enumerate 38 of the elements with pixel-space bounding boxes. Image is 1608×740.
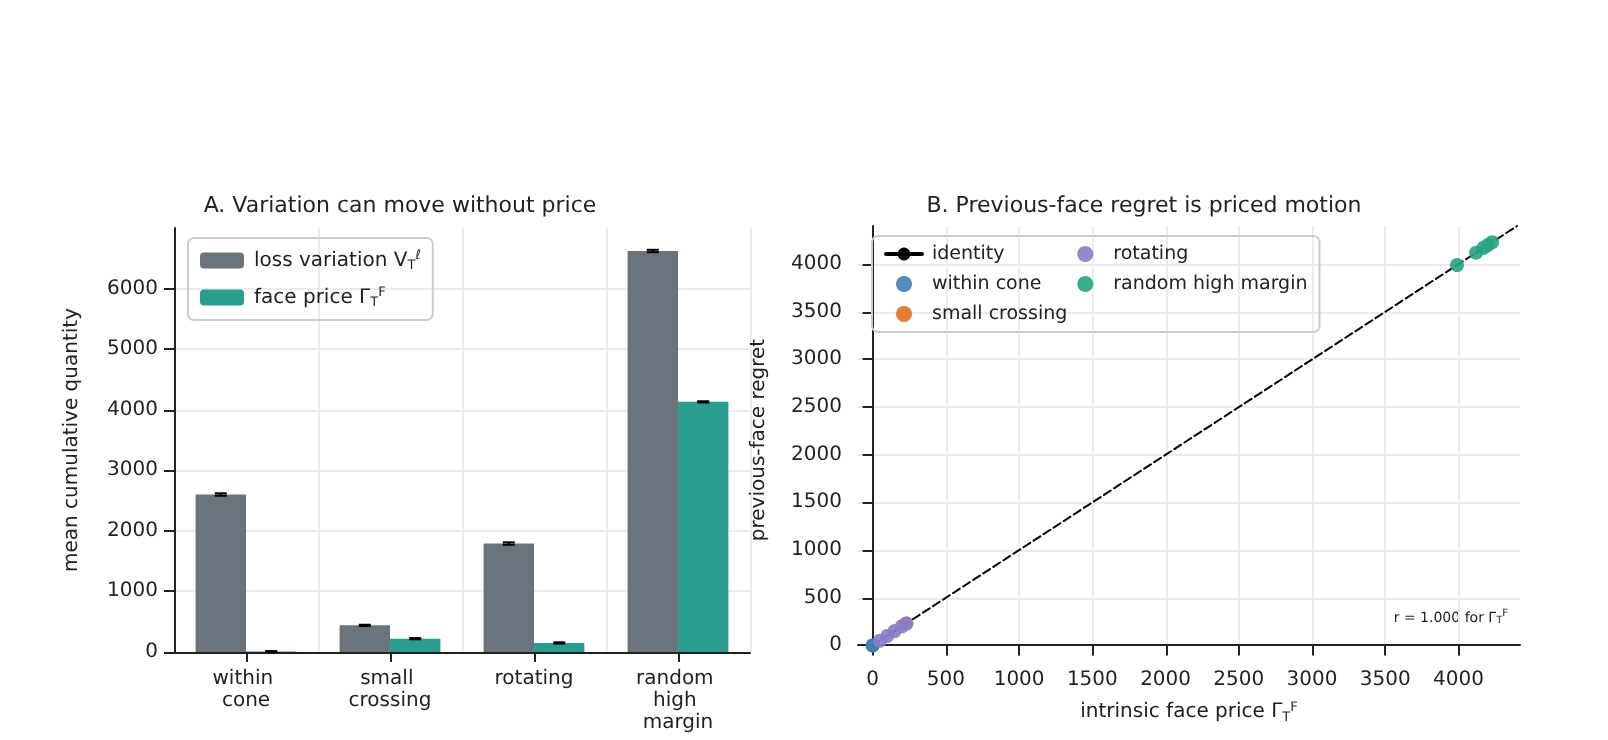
y-axis-title: previous-face regret bbox=[748, 338, 771, 542]
x-tick-label: small crossing bbox=[348, 668, 432, 712]
y-tick-label: 1000 bbox=[107, 580, 158, 603]
y-tick-label: 1500 bbox=[791, 491, 842, 514]
y-tick-label: 2000 bbox=[107, 519, 158, 542]
y-axis-title: mean cumulative quantity bbox=[61, 307, 83, 572]
y-tick-label: 4000 bbox=[791, 253, 842, 276]
y-tick-label: 500 bbox=[803, 586, 842, 609]
y-tick-label: 3500 bbox=[791, 300, 842, 323]
y-tick-label: 0 bbox=[145, 641, 158, 663]
y-tick-label: 3000 bbox=[107, 459, 158, 482]
x-tick-label: within cone bbox=[212, 668, 280, 712]
y-tick-label: 1000 bbox=[791, 539, 842, 562]
x-tick-label: 500 bbox=[926, 669, 965, 691]
y-tick-label: 6000 bbox=[107, 277, 158, 300]
legend-label: identity bbox=[932, 243, 1006, 265]
y-tick-label: 2500 bbox=[791, 396, 842, 419]
x-tick-label: 3000 bbox=[1286, 669, 1338, 691]
x-tick-label: 2500 bbox=[1213, 669, 1265, 691]
x-tick-label: 3500 bbox=[1359, 669, 1411, 691]
y-tick-label: 4000 bbox=[107, 398, 158, 421]
x-tick-label: random high margin bbox=[636, 668, 720, 734]
chart-title: B. Previous-face regret is priced motion bbox=[926, 192, 1362, 218]
x-tick-label: rotating bbox=[494, 668, 574, 690]
x-tick-label: 4000 bbox=[1433, 669, 1484, 691]
x-tick-label: 2000 bbox=[1140, 669, 1192, 691]
y-tick-label: 2000 bbox=[791, 443, 842, 466]
y-tick-label: 0 bbox=[829, 634, 842, 657]
legend-label: random high margin bbox=[1113, 273, 1308, 295]
x-tick-label: 1500 bbox=[1066, 669, 1118, 691]
x-tick-label: 0 bbox=[866, 669, 880, 691]
y-tick-label: 3000 bbox=[791, 348, 842, 371]
legend-label: rotating bbox=[1113, 243, 1189, 265]
y-tick-label: 5000 bbox=[107, 338, 158, 361]
legend-label: within cone bbox=[932, 273, 1042, 295]
x-tick-label: 1000 bbox=[993, 669, 1045, 691]
chart-title: A. Variation can move without price bbox=[203, 192, 597, 218]
legend-label: small crossing bbox=[932, 303, 1068, 325]
